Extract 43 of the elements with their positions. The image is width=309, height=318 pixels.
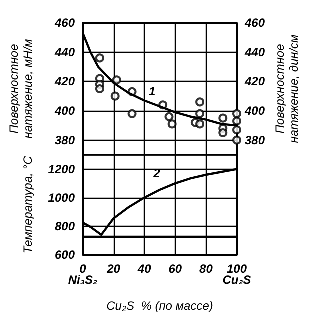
point xyxy=(232,136,242,145)
point xyxy=(196,98,205,107)
point xyxy=(218,128,228,138)
point xyxy=(110,92,120,101)
point xyxy=(196,120,205,129)
point xyxy=(196,109,205,118)
y2-tick-label: 460 xyxy=(244,16,266,30)
y-axis-title: Температура, °C xyxy=(21,156,35,254)
y-tick-label: 800 xyxy=(54,219,76,234)
point xyxy=(232,126,242,135)
x-tick-label: 100 xyxy=(226,262,248,276)
point xyxy=(95,54,104,63)
text: Ni₃S₂ xyxy=(68,273,98,287)
point xyxy=(232,109,242,118)
x-tick-label: 0 xyxy=(80,262,87,276)
y2-tick-label: 440 xyxy=(244,45,266,60)
annotation: 1 xyxy=(148,84,156,99)
point xyxy=(168,120,177,129)
x-tick-label: 80 xyxy=(200,262,214,276)
point xyxy=(218,114,228,123)
y2-tick-label: 420 xyxy=(244,74,266,89)
x-axis-title: Cu₂S % (по массе) xyxy=(106,299,214,313)
x-tick-label: 60 xyxy=(168,262,182,276)
point xyxy=(112,76,122,85)
point xyxy=(164,112,174,122)
y-tick-label: 460 xyxy=(54,16,76,30)
y-tick-label: 400 xyxy=(54,104,76,118)
y-tick-label: 420 xyxy=(54,74,76,89)
x-tick-label: 40 xyxy=(136,262,152,276)
point xyxy=(128,109,137,118)
y2-tick-label: 380 xyxy=(245,133,266,148)
text: Cu₂S xyxy=(222,273,252,287)
y-tick-label: 440 xyxy=(54,45,76,60)
y2-tick-label: 400 xyxy=(244,104,266,118)
y2-axis-title: Поверхностное натяжение, дин/см xyxy=(273,34,301,144)
y-tick-label: 1200 xyxy=(48,162,76,176)
y-tick-label: 1000 xyxy=(48,190,76,205)
x-tick-label: 20 xyxy=(106,262,121,276)
y-tick-label: 380 xyxy=(54,133,76,148)
y-axis-title: Поверхностное натяжение, мН/м xyxy=(7,39,35,139)
y-tick-label: 600 xyxy=(54,248,76,262)
point xyxy=(95,84,104,94)
point xyxy=(232,116,242,126)
